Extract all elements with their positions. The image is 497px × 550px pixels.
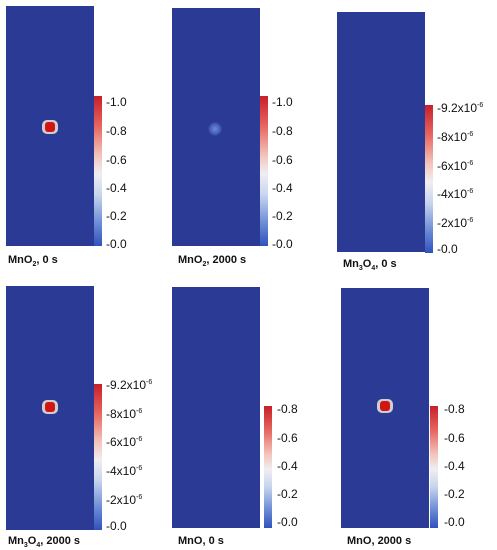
colorbar-tick: 0.2 [272,210,293,222]
panel-caption: MnO2, 2000 s [178,254,247,269]
colorbar-tick: 0.2 [444,488,465,500]
panel-caption: MnO, 0 s [178,535,224,547]
colorbar-tick: 0.8 [106,125,127,137]
colorbar-tick: 0.6 [272,154,293,166]
colorbar-tick: 0.0 [437,243,458,255]
colorbar-tick: 1.0 [106,96,127,108]
colorbar-tick: 6x10-6 [437,158,473,172]
colorbar-tick: 8x10-6 [437,129,473,143]
panel-caption: MnO2, 0 s [8,254,58,269]
colorbar-tick: 0.8 [272,125,293,137]
colorbar [425,105,433,253]
colorbar-tick: 2x10-6 [106,492,142,506]
hotspot-marker [208,122,222,136]
colorbar-tick: 2x10-6 [437,215,473,229]
colorbar [94,384,102,530]
colorbar-tick: 4x10-6 [437,186,473,200]
colorbar [430,406,438,528]
simulation-domain [341,288,429,528]
colorbar [94,96,102,246]
simulation-domain [6,6,94,246]
colorbar-tick: 0.8 [277,403,298,415]
colorbar-tick: 4x10-6 [106,463,142,477]
panel-caption: MnO, 2000 s [347,535,412,547]
simulation-domain [6,286,94,530]
colorbar-tick: 6x10-6 [106,434,142,448]
panel-caption: Mn3O4, 0 s [343,258,397,273]
colorbar-tick: 0.6 [444,432,465,444]
colorbar-tick: 8x10-6 [106,406,142,420]
colorbar-tick: 9.2x10-6 [106,377,152,391]
colorbar-tick: 0.8 [444,403,465,415]
colorbar-tick: 0.4 [106,182,127,194]
colorbar-tick: 0.2 [277,488,298,500]
colorbar-tick: 9.2x10-6 [437,100,483,114]
colorbar-tick: 0.2 [106,210,127,222]
simulation-domain [337,12,425,252]
colorbar-tick: 0.6 [277,432,298,444]
colorbar-tick: 0.0 [444,516,465,528]
colorbar-tick: 0.6 [106,154,127,166]
simulation-domain [172,287,260,528]
hotspot-marker [377,399,393,413]
colorbar-tick: 0.0 [106,238,127,250]
colorbar-tick: 0.4 [444,460,465,472]
colorbar-tick: 1.0 [272,96,293,108]
colorbar-tick: 0.4 [277,460,298,472]
colorbar-tick: 0.0 [106,520,127,532]
colorbar-tick: 0.4 [272,182,293,194]
colorbar [260,96,268,246]
colorbar [264,406,272,528]
hotspot-marker [42,120,58,134]
panel-caption: Mn3O4, 2000 s [8,535,81,550]
colorbar-tick: 0.0 [277,516,298,528]
colorbar-tick: 0.0 [272,238,293,250]
hotspot-marker [42,400,58,414]
simulation-domain [172,8,260,246]
